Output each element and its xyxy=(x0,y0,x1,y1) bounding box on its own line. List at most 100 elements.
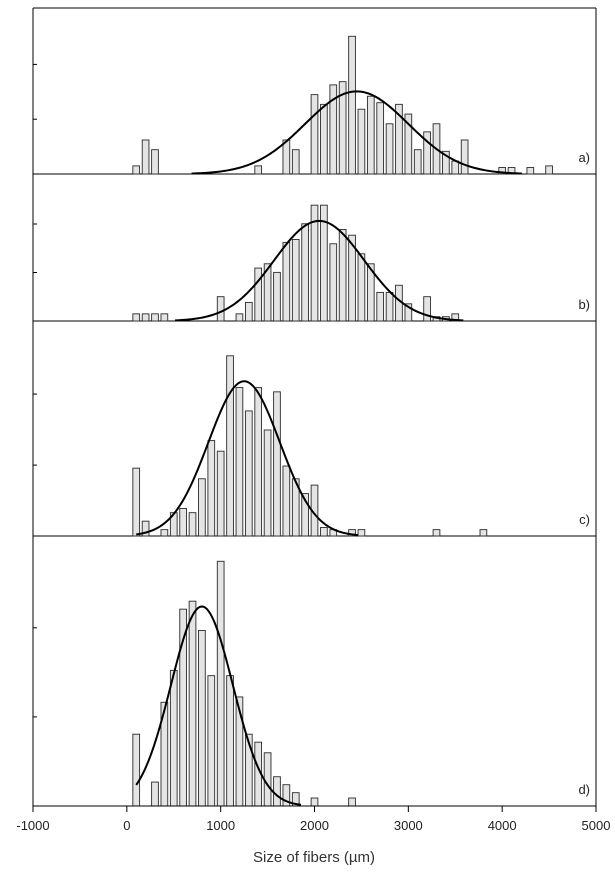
fit-curve xyxy=(135,605,302,806)
histogram-bar xyxy=(310,94,319,175)
histogram-bar xyxy=(132,313,141,322)
histogram-bar xyxy=(338,229,347,322)
panel-label: c) xyxy=(579,512,590,527)
histogram-bar xyxy=(151,313,159,322)
histogram-bar xyxy=(141,313,150,322)
histogram-bar xyxy=(216,296,225,322)
histogram-bar xyxy=(263,429,272,537)
panel-1: a) xyxy=(33,35,596,175)
x-tick-label: 0 xyxy=(123,818,130,833)
histogram-bar xyxy=(226,675,234,807)
histogram-bar xyxy=(301,493,309,537)
histogram-bar xyxy=(348,35,356,175)
panel-3: c) xyxy=(33,355,596,537)
x-tick-label: 4000 xyxy=(488,818,517,833)
histogram-bar xyxy=(235,313,244,322)
histogram-bar xyxy=(329,243,338,322)
histogram-bar xyxy=(376,102,385,175)
histogram-bar xyxy=(451,160,460,175)
histogram-bar xyxy=(254,165,263,175)
panels-group: a) b) c) d) xyxy=(33,35,596,807)
histogram-bar xyxy=(442,150,450,175)
histogram-bar xyxy=(151,149,159,175)
histogram-bar xyxy=(282,241,291,322)
histogram-bar xyxy=(320,204,328,322)
x-tick-label: 5000 xyxy=(582,818,611,833)
histogram-bar xyxy=(273,776,281,807)
histogram-bar xyxy=(432,529,441,537)
histogram-bar xyxy=(385,291,394,322)
histogram-bar xyxy=(366,95,375,175)
histogram-bar xyxy=(207,675,216,807)
x-tick-label: 3000 xyxy=(394,818,423,833)
histogram-bar xyxy=(282,139,291,175)
panel-label: d) xyxy=(578,782,590,797)
histogram-bar xyxy=(385,123,394,175)
fit-curve xyxy=(191,90,522,175)
histogram-bar xyxy=(366,263,375,322)
histogram-bar xyxy=(526,167,535,175)
x-tick-label: 1000 xyxy=(206,818,235,833)
histogram-bar xyxy=(160,313,169,322)
histogram-bar xyxy=(291,149,300,175)
histogram-bar xyxy=(244,301,253,322)
histogram-bar xyxy=(423,296,431,322)
fit-curve xyxy=(136,380,359,537)
histogram-bar xyxy=(301,223,309,322)
histogram-bar xyxy=(160,529,169,537)
histogram-bar xyxy=(348,797,356,807)
histogram-bar xyxy=(320,527,328,537)
histogram-bar xyxy=(291,478,300,537)
histogram-bar xyxy=(254,387,263,537)
histogram-bar xyxy=(404,113,413,175)
x-ticks: -1000 0 1000 2000 3000 4000 5000 xyxy=(16,806,610,833)
histogram-bar xyxy=(545,165,553,175)
histogram-bar xyxy=(310,797,319,807)
histogram-bar xyxy=(413,149,422,175)
histogram-bar xyxy=(348,234,356,322)
x-tick-label: 2000 xyxy=(300,818,329,833)
fit-curve xyxy=(175,219,464,322)
histogram-bar xyxy=(188,512,197,537)
histogram-bar xyxy=(273,391,281,537)
histogram-bar xyxy=(188,600,197,807)
histogram-bar xyxy=(235,387,244,537)
panel-label: a) xyxy=(578,150,590,165)
histogram-bar xyxy=(207,440,216,537)
histogram-bar xyxy=(169,669,178,807)
histogram-bar xyxy=(141,139,150,175)
histogram-bar xyxy=(216,450,225,537)
histogram-bar xyxy=(395,103,403,175)
histogram-bar xyxy=(357,108,366,175)
histogram-bar xyxy=(404,303,413,322)
histogram-bar xyxy=(254,267,263,322)
histogram-bar xyxy=(263,752,272,807)
histogram-bar xyxy=(357,253,366,322)
panel-label: b) xyxy=(578,297,590,312)
x-axis-label: Size of fibers (µm) xyxy=(253,849,375,866)
panel-2: b) xyxy=(33,204,596,322)
histogram-bar xyxy=(376,291,385,322)
histogram-bar xyxy=(179,507,187,537)
histogram-bar xyxy=(198,629,206,807)
histogram-bar xyxy=(338,81,347,175)
histogram-bar xyxy=(151,781,159,807)
panel-4: d) xyxy=(33,560,596,807)
histogram-bar xyxy=(244,410,253,537)
histogram-bar xyxy=(498,167,507,175)
histogram-bar xyxy=(479,529,488,537)
histogram-bar xyxy=(132,467,141,537)
histogram-bar xyxy=(291,239,300,322)
histogram-bar xyxy=(451,313,460,322)
histogram-bar xyxy=(216,560,225,807)
histogram-bar xyxy=(226,355,234,537)
histogram-bar xyxy=(310,204,319,322)
histogram-bar xyxy=(320,103,328,175)
histogram-bar xyxy=(460,139,469,175)
histogram-bar xyxy=(263,263,272,322)
histogram-bar xyxy=(273,271,281,322)
histogram-bar xyxy=(132,165,141,175)
histogram-bar xyxy=(141,520,150,537)
histogram-bar xyxy=(132,733,141,807)
